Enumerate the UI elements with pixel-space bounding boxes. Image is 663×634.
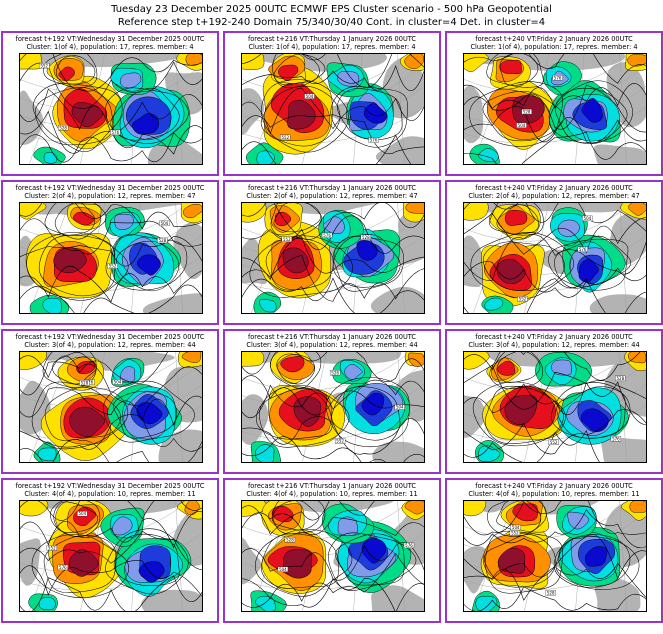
geopotential-map: 528 552 576 [19,53,203,165]
cluster-panel-12: forecast t+240 VT:Friday 2 January 2026 … [445,478,663,623]
svg-text:552: 552 [336,439,344,444]
geopotential-map: 504 528 552 [241,351,425,463]
panel-forecast-line: forecast t+216 VT:Thursday 1 January 202… [247,482,417,490]
geopotential-map: 576 504 528 [241,500,425,612]
panel-cluster-line: Cluster: 1(of 4), population: 17, repres… [26,43,194,51]
chart-title: Tuesday 23 December 2025 00UTC ECMWF EPS… [0,0,663,29]
panel-forecast-line: forecast t+192 VT:Wednesday 31 December … [15,35,205,43]
panel-forecast-line: forecast t+192 VT:Wednesday 31 December … [15,482,205,490]
svg-text:504: 504 [512,525,520,530]
svg-text:528: 528 [81,380,89,385]
panel-forecast-line: forecast t+216 VT:Thursday 1 January 202… [247,333,417,341]
svg-text:504: 504 [114,380,122,385]
geopotential-map: 504 528 552 [463,500,647,612]
cluster-panel-5: forecast t+216 VT:Thursday 1 January 202… [223,180,441,325]
svg-text:528: 528 [286,537,294,542]
svg-text:504: 504 [584,216,592,221]
svg-text:552: 552 [550,440,558,445]
svg-text:504: 504 [518,123,526,128]
svg-text:504: 504 [279,567,287,572]
svg-text:576: 576 [554,75,562,80]
panel-forecast-line: forecast t+240 VT:Friday 2 January 2026 … [475,35,633,43]
panel-grid: forecast t+192 VT:Wednesday 31 December … [1,31,663,623]
geopotential-map: 504 528 552 [19,202,203,314]
svg-text:576: 576 [405,543,413,548]
cluster-panel-4: forecast t+192 VT:Wednesday 31 December … [1,180,219,325]
svg-text:576: 576 [579,247,587,252]
panel-forecast-line: forecast t+192 VT:Wednesday 31 December … [15,333,205,341]
geopotential-map: 528 552 576 [463,351,647,463]
svg-text:576: 576 [370,138,378,143]
svg-text:552: 552 [519,297,527,302]
cluster-panel-8: forecast t+216 VT:Thursday 1 January 202… [223,329,441,474]
panel-forecast-line: forecast t+216 VT:Thursday 1 January 202… [247,184,417,192]
cluster-panel-1: forecast t+192 VT:Wednesday 31 December … [1,31,219,176]
svg-text:504: 504 [396,405,404,410]
svg-text:576: 576 [111,130,119,135]
chart-title-line1: Tuesday 23 December 2025 00UTC ECMWF EPS… [111,4,552,15]
svg-text:504: 504 [161,221,169,226]
panel-cluster-line: Cluster: 3(of 4), population: 12, repres… [24,341,196,349]
panel-forecast-line: forecast t+192 VT:Wednesday 31 December … [15,184,205,192]
cluster-panel-6: forecast t+240 VT:Friday 2 January 2026 … [445,180,663,325]
svg-text:528: 528 [547,591,555,596]
chart-title-line2: Reference step t+192-240 Domain 75/340/3… [117,17,546,28]
panel-cluster-line: Cluster: 3(of 4), population: 12, repres… [468,341,640,349]
panel-cluster-line: Cluster: 4(of 4), population: 10, repres… [468,490,640,498]
svg-text:528: 528 [59,125,67,130]
cluster-panel-3: forecast t+240 VT:Friday 2 January 2026 … [445,31,663,176]
panel-cluster-line: Cluster: 3(of 4), population: 12, repres… [246,341,418,349]
svg-text:504: 504 [79,511,87,516]
svg-text:576: 576 [86,380,94,385]
panel-forecast-line: forecast t+240 VT:Friday 2 January 2026 … [475,333,633,341]
cluster-panel-9: forecast t+240 VT:Friday 2 January 2026 … [445,329,663,474]
geopotential-map: 552 576 504 [463,202,647,314]
cluster-panel-7: forecast t+192 VT:Wednesday 31 December … [1,329,219,474]
geopotential-map: 552 576 504 [19,500,203,612]
geopotential-map: 576 504 528 [19,351,203,463]
svg-text:528: 528 [159,238,167,243]
svg-text:528: 528 [617,376,625,381]
panel-cluster-line: Cluster: 2(of 4), population: 12, repres… [24,192,196,200]
geopotential-map: 528 552 576 [241,202,425,314]
panel-cluster-line: Cluster: 1(of 4), population: 17, repres… [248,43,416,51]
panel-cluster-line: Cluster: 4(of 4), population: 10, repres… [24,490,196,498]
panel-cluster-line: Cluster: 4(of 4), population: 10, repres… [246,490,418,498]
svg-text:576: 576 [612,436,620,441]
svg-text:552: 552 [40,63,48,68]
panel-forecast-line: forecast t+240 VT:Friday 2 January 2026 … [475,482,633,490]
cluster-panel-2: forecast t+216 VT:Thursday 1 January 202… [223,31,441,176]
cluster-panel-11: forecast t+216 VT:Thursday 1 January 202… [223,478,441,623]
svg-text:552: 552 [48,546,56,551]
svg-text:528: 528 [523,109,531,114]
svg-text:576: 576 [59,565,67,570]
svg-text:528: 528 [331,370,339,375]
svg-text:552: 552 [282,135,290,140]
svg-text:528: 528 [362,235,370,240]
panel-forecast-line: forecast t+216 VT:Thursday 1 January 202… [247,35,417,43]
panel-cluster-line: Cluster: 2(of 4), population: 12, repres… [468,192,640,200]
panel-cluster-line: Cluster: 1(of 4), population: 17, repres… [470,43,638,51]
panel-forecast-line: forecast t+240 VT:Friday 2 January 2026 … [475,184,633,192]
geopotential-map: 576 504 528 [463,53,647,165]
svg-text:552: 552 [283,237,291,242]
svg-text:504: 504 [306,94,314,99]
geopotential-map: 552 576 504 [241,53,425,165]
svg-text:552: 552 [511,530,519,535]
svg-text:552: 552 [109,264,117,269]
panel-cluster-line: Cluster: 2(of 4), population: 12, repres… [246,192,418,200]
svg-text:576: 576 [323,233,331,238]
cluster-panel-10: forecast t+192 VT:Wednesday 31 December … [1,478,219,623]
